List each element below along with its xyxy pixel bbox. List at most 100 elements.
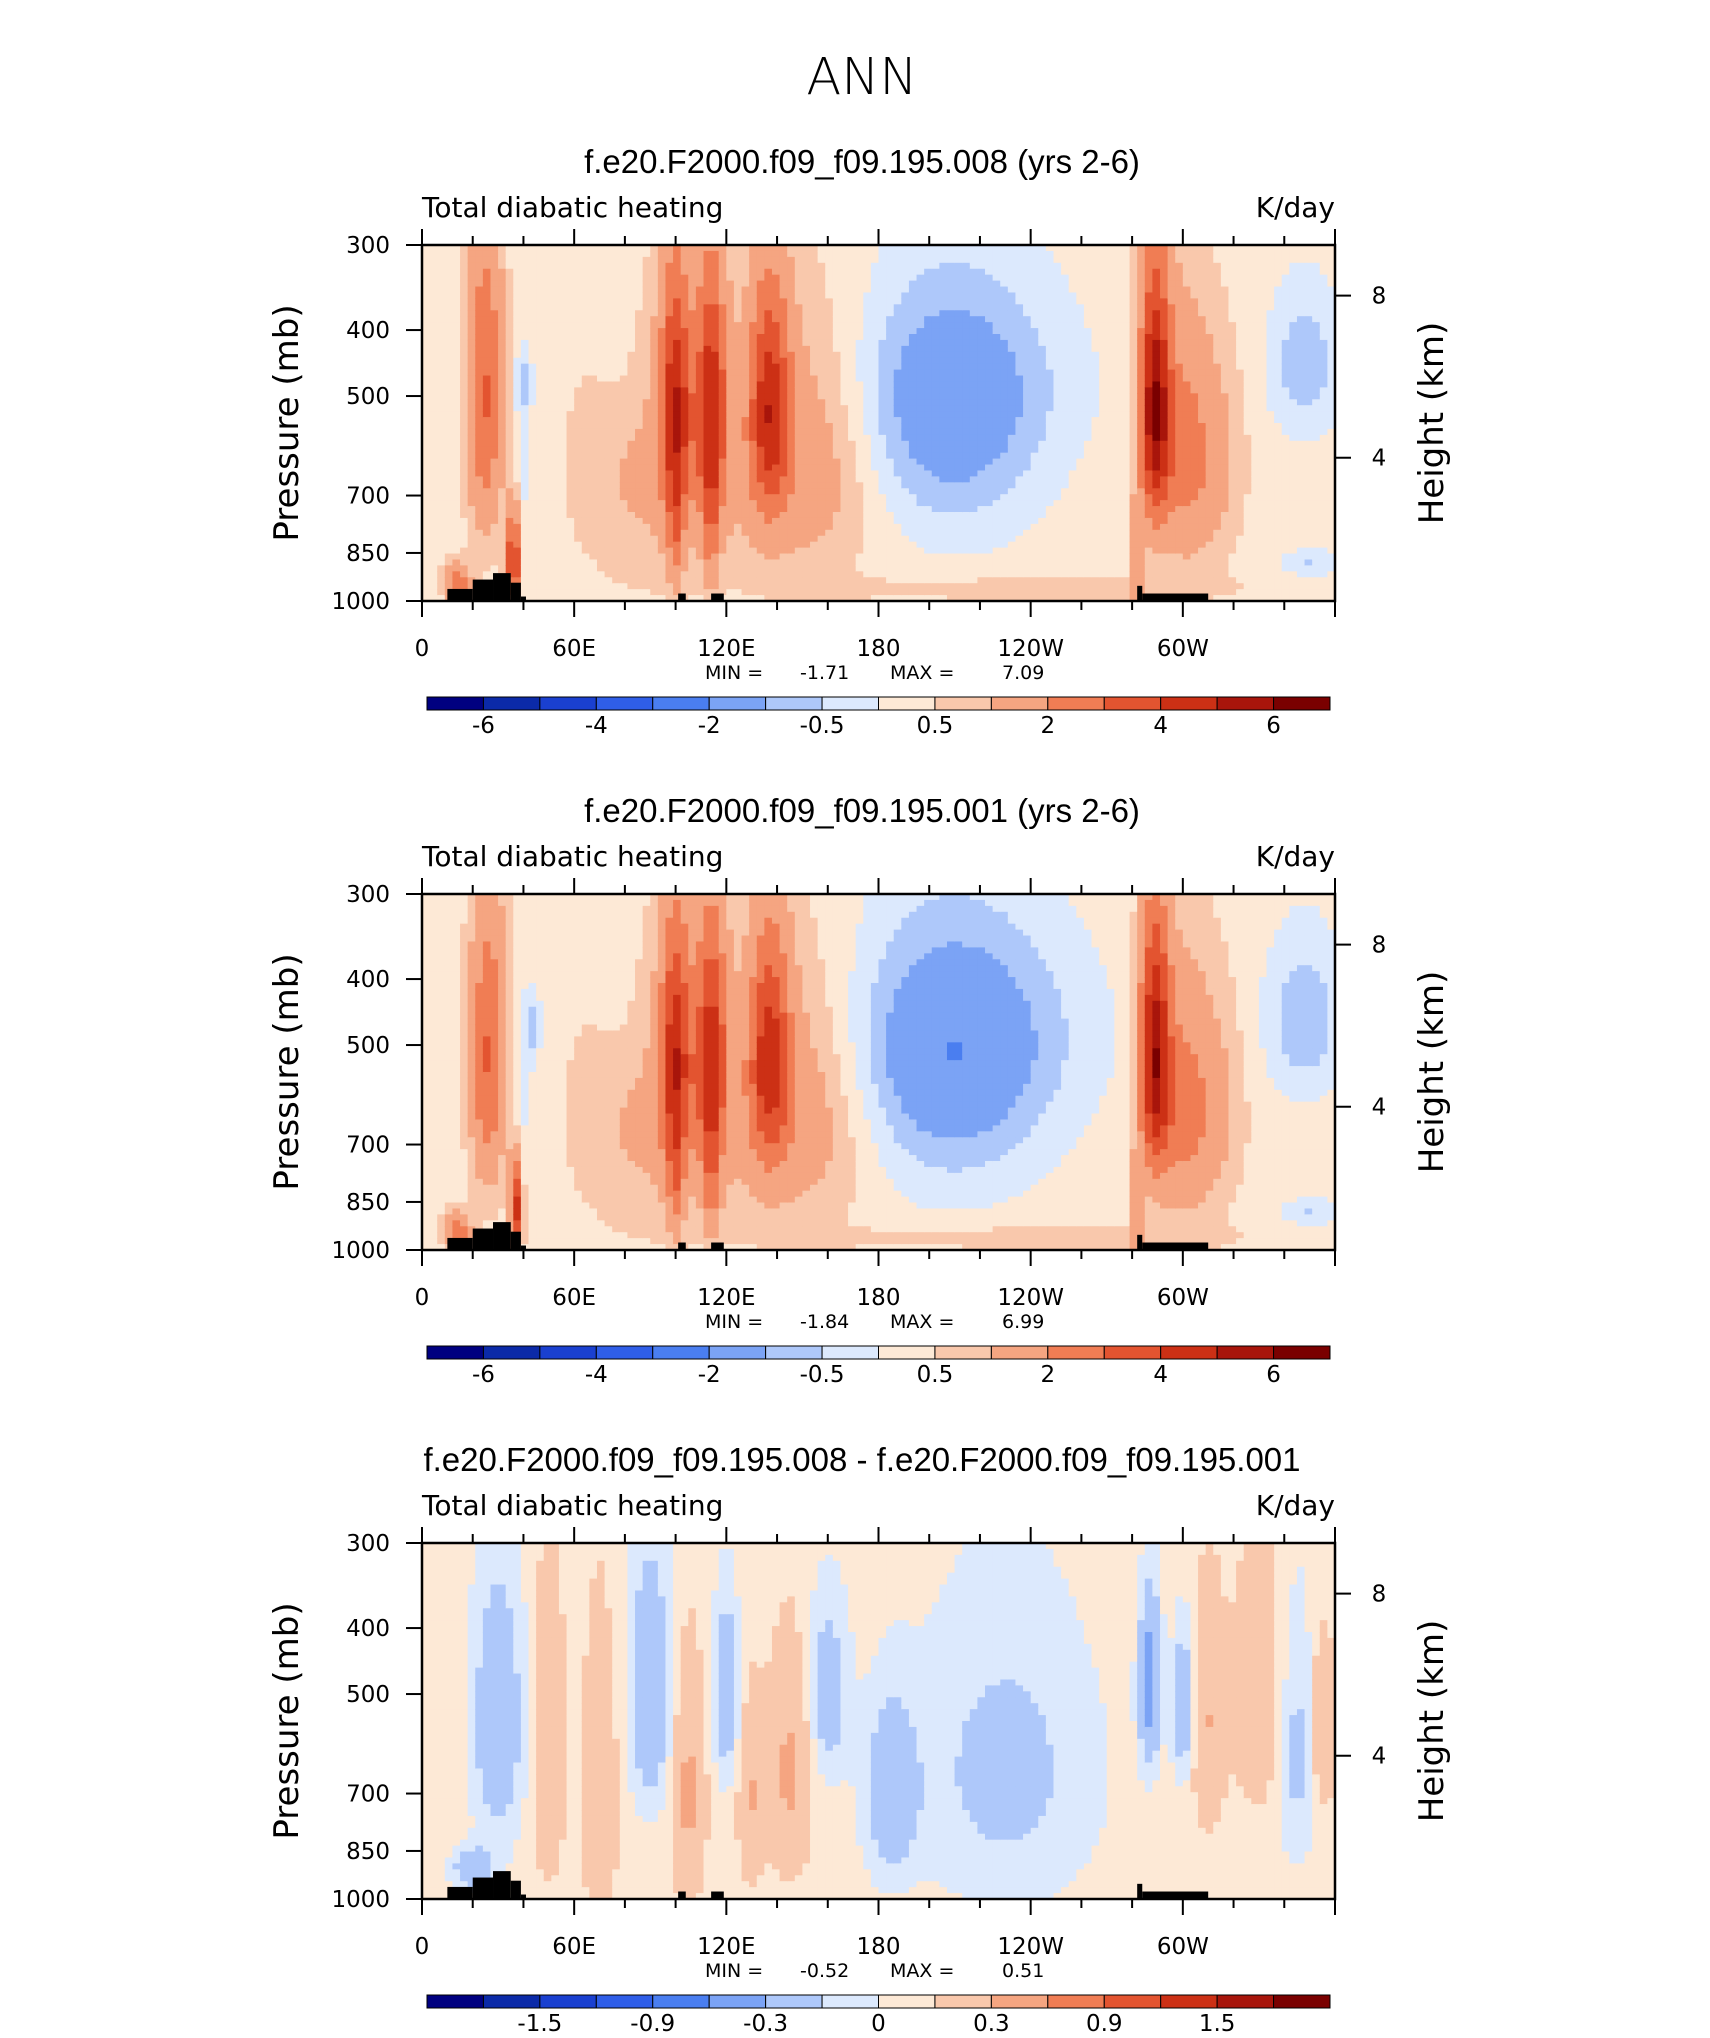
heatmap-cell: [1046, 275, 1054, 282]
heatmap-cell: [772, 352, 780, 359]
heatmap-cell: [939, 292, 947, 299]
heatmap-cell: [597, 275, 605, 282]
heatmap-cell: [993, 435, 1001, 442]
heatmap-cell: [605, 559, 613, 566]
heatmap-cell: [1031, 251, 1039, 258]
heatmap-cell: [1038, 435, 1046, 442]
heatmap-cell: [985, 292, 993, 299]
heatmap-cell: [597, 512, 605, 519]
heatmap-cell: [825, 287, 833, 294]
heatmap-cell: [551, 346, 559, 353]
heatmap-cell: [818, 370, 826, 377]
heatmap-cell: [1046, 358, 1054, 365]
heatmap-cell: [460, 559, 468, 566]
heatmap-cell: [848, 470, 856, 477]
heatmap-cell: [529, 512, 537, 519]
heatmap-cell: [810, 554, 818, 561]
heatmap-cell: [559, 548, 567, 555]
heatmap-cell: [1015, 298, 1023, 305]
heatmap-cell: [635, 554, 643, 561]
heatmap-cell: [605, 494, 613, 501]
heatmap-cell: [780, 476, 788, 483]
heatmap-cell: [909, 482, 917, 489]
heatmap-cell: [726, 441, 734, 448]
heatmap-cell: [833, 393, 841, 400]
heatmap-cell: [483, 364, 491, 371]
heatmap-cell: [688, 370, 696, 377]
heatmap-cell: [856, 370, 864, 377]
heatmap-cell: [1008, 435, 1016, 442]
heatmap-cell: [627, 304, 635, 311]
heatmap-cell: [917, 257, 925, 264]
heatmap-cell: [665, 589, 673, 596]
heatmap-cell: [551, 263, 559, 270]
heatmap-cell: [947, 494, 955, 501]
heatmap-cell: [917, 393, 925, 400]
heatmap-cell: [742, 465, 750, 472]
heatmap-cell: [818, 269, 826, 276]
heatmap-cell: [582, 536, 590, 543]
heatmap-cell: [1031, 322, 1039, 329]
heatmap-cell: [658, 346, 666, 353]
heatmap-cell: [970, 257, 978, 264]
heatmap-cell: [977, 441, 985, 448]
heatmap-cell: [825, 411, 833, 418]
heatmap-cell: [840, 524, 848, 531]
heatmap-cell: [452, 429, 460, 436]
heatmap-cell: [871, 405, 879, 412]
heatmap-cell: [749, 506, 757, 513]
heatmap-cell: [726, 518, 734, 525]
heatmap-cell: [521, 399, 529, 406]
heatmap-cell: [627, 530, 635, 537]
heatmap-cell: [544, 387, 552, 394]
heatmap-cell: [658, 530, 666, 537]
heatmap-cell: [1008, 417, 1016, 424]
heatmap-cell: [620, 554, 628, 561]
heatmap-cell: [863, 512, 871, 519]
heatmap-cell: [597, 530, 605, 537]
heatmap-cell: [536, 518, 544, 525]
heatmap-cell: [780, 577, 788, 584]
heatmap-cell: [1008, 559, 1016, 566]
heatmap-cell: [688, 476, 696, 483]
heatmap-cell: [620, 334, 628, 341]
heatmap-cell: [840, 447, 848, 454]
heatmap-cell: [711, 352, 719, 359]
heatmap-cell: [437, 358, 445, 365]
heatmap-cell: [452, 583, 460, 590]
heatmap-cell: [521, 435, 529, 442]
heatmap-cell: [688, 536, 696, 543]
heatmap-cell: [993, 387, 1001, 394]
heatmap-cell: [1031, 536, 1039, 543]
heatmap-cell: [589, 536, 597, 543]
heatmap-cell: [521, 565, 529, 572]
heatmap-cell: [430, 340, 438, 347]
heatmap-cell: [719, 405, 727, 412]
heatmap-cell: [567, 423, 575, 430]
heatmap-cell: [917, 524, 925, 531]
heatmap-cell: [1015, 423, 1023, 430]
heatmap-cell: [939, 548, 947, 555]
heatmap-cell: [711, 476, 719, 483]
heatmap-cell: [559, 364, 567, 371]
heatmap-cell: [1023, 275, 1031, 282]
heatmap-cell: [635, 494, 643, 501]
heatmap-cell: [498, 435, 506, 442]
heatmap-cell: [787, 370, 795, 377]
heatmap-cell: [879, 488, 887, 495]
heatmap-cell: [955, 577, 963, 584]
heatmap-cell: [749, 577, 757, 584]
heatmap-cell: [605, 459, 613, 466]
heatmap-cell: [529, 346, 537, 353]
heatmap-cell: [635, 346, 643, 353]
heatmap-cell: [742, 376, 750, 383]
heatmap-cell: [704, 275, 712, 282]
heatmap-cell: [970, 577, 978, 584]
heatmap-cell: [787, 494, 795, 501]
heatmap-cell: [977, 577, 985, 584]
heatmap-cell: [985, 310, 993, 317]
heatmap-cell: [452, 554, 460, 561]
heatmap-cell: [955, 512, 963, 519]
heatmap-cell: [605, 476, 613, 483]
heatmap-cell: [1031, 292, 1039, 299]
